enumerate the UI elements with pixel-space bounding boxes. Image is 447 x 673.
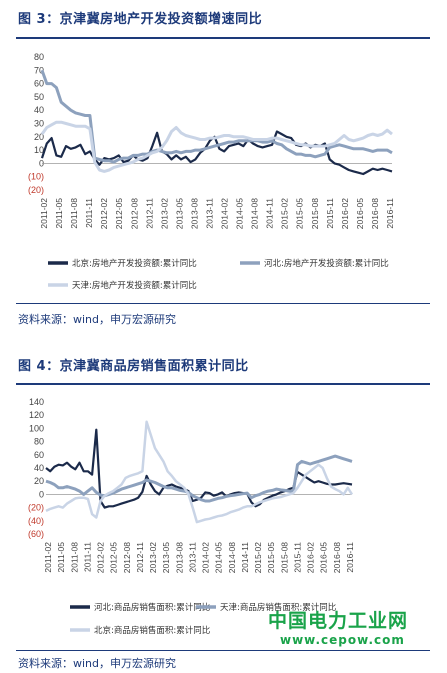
figure-3-source: 资料来源：wind，申万宏源研究 <box>18 313 177 326</box>
y-tick-label: (20) <box>28 185 44 195</box>
x-tick-label: 2013-08 <box>174 542 184 573</box>
investment-growth-chart: (20) (10) 0 10 20 30 40 50 60 70 80 2011-02 2011-05 2… <box>28 52 395 291</box>
x-tick-label: 2011-05 <box>54 198 64 229</box>
y-tick-label: 120 <box>29 410 44 420</box>
x-tick-label: 2011-11 <box>82 542 92 572</box>
y-tick-label: (10) <box>28 172 44 182</box>
series-line-1 <box>45 428 353 509</box>
x-tick-label: 2013-08 <box>189 198 199 229</box>
x-tick-label: 2016-02 <box>306 542 316 573</box>
figure-3-title: 图 3：京津冀房地产开发投资额增速同比 <box>18 12 263 27</box>
series-line-3 <box>45 420 354 524</box>
x-tick-label: 2014-02 <box>201 542 211 573</box>
x-tick-label: 2015-05 <box>295 198 305 229</box>
x-tick-label: 2015-11 <box>325 198 335 229</box>
x-tick-label: 2011-02 <box>39 198 49 229</box>
legend-label: 天津:商品房销售面积:累计同比 <box>220 602 336 613</box>
y-tick-label: (20) <box>28 503 44 513</box>
y-tick-label: 60 <box>34 79 44 89</box>
y-tick-label: 30 <box>34 119 44 129</box>
x-tick-label: 2014-11 <box>265 198 275 229</box>
y-tick-label: (60) <box>28 529 44 539</box>
figure-4-bottom-rule <box>16 650 430 651</box>
x-tick-label: 2013-11 <box>187 542 197 573</box>
x-tick-label: 2016-05 <box>355 198 365 229</box>
x-tick-label: 2011-02 <box>43 542 53 573</box>
x-tick-label: 2016-02 <box>340 198 350 229</box>
x-tick-label: 2013-02 <box>159 198 169 229</box>
legend-label: 北京:商品房销售面积:累计同比 <box>94 625 210 636</box>
figure-4-source: 资料来源：wind，申万宏源研究 <box>18 657 177 670</box>
x-tick-label: 2015-08 <box>310 198 320 229</box>
x-tick-label: 2011-08 <box>69 542 79 573</box>
x-tick-label: 2016-05 <box>319 542 329 573</box>
x-tick-label: 2016-08 <box>332 542 342 573</box>
y-tick-label: 10 <box>34 145 44 155</box>
x-tick-label: 2012-11 <box>135 542 145 573</box>
figure-4-top-rule <box>16 383 430 385</box>
y-tick-label: 140 <box>29 397 44 407</box>
watermark-site-url: www.cepow.com <box>280 633 405 647</box>
x-tick-label: 2012-05 <box>109 542 119 573</box>
x-tick-label: 2015-11 <box>293 542 303 573</box>
x-tick-label: 2013-05 <box>161 542 171 573</box>
y-tick-label: 0 <box>39 158 44 168</box>
x-tick-label: 2015-02 <box>253 542 263 573</box>
legend-label: 河北:房地产开发投资额:累计同比 <box>264 258 389 269</box>
x-tick-label: 2015-08 <box>279 542 289 573</box>
series-line-1 <box>40 130 393 176</box>
y-tick-label: 20 <box>34 132 44 142</box>
x-tick-label: 2016-11 <box>345 542 355 573</box>
x-tick-label: 2011-05 <box>56 542 66 573</box>
series-line-2 <box>40 69 393 164</box>
site-watermark: 中国电力工业网 www.cepow.com <box>268 606 408 647</box>
x-tick-label: 2012-08 <box>122 542 132 573</box>
y-tick-label: 70 <box>34 65 44 75</box>
legend-label: 河北:商品房销售面积:累计同比 <box>94 602 210 613</box>
x-tick-label: 2016-11 <box>385 198 395 229</box>
x-tick-label: 2012-02 <box>96 542 106 573</box>
y-tick-label: 80 <box>34 52 44 62</box>
x-tick-label: 2012-11 <box>144 198 154 229</box>
figure-3-bottom-rule <box>16 303 430 304</box>
x-tick-label: 2011-08 <box>69 198 79 229</box>
x-tick-label: 2015-02 <box>280 198 290 229</box>
y-tick-label: 0 <box>39 489 44 499</box>
x-tick-label: 2013-11 <box>205 198 215 229</box>
y-tick-label: 60 <box>34 450 44 460</box>
series-line-3 <box>40 120 393 173</box>
x-tick-label: 2011-11 <box>84 198 94 228</box>
legend-label: 北京:房地产开发投资额:累计同比 <box>72 258 197 269</box>
x-tick-label: 2016-08 <box>370 198 380 229</box>
y-tick-label: (40) <box>28 516 44 526</box>
series-line-2 <box>45 454 353 503</box>
x-tick-label: 2014-08 <box>227 542 237 573</box>
x-tick-label: 2014-08 <box>250 198 260 229</box>
figure-3-top-rule <box>16 37 430 39</box>
x-tick-label: 2014-02 <box>220 198 230 229</box>
x-tick-label: 2014-05 <box>214 542 224 573</box>
y-tick-label: 40 <box>34 105 44 115</box>
x-tick-label: 2012-08 <box>129 198 139 229</box>
x-tick-label: 2014-11 <box>240 542 250 573</box>
x-tick-label: 2013-05 <box>174 198 184 229</box>
x-tick-label: 2014-05 <box>235 198 245 229</box>
y-tick-label: 100 <box>29 423 44 433</box>
figure-4-title: 图 4：京津冀商品房销售面积累计同比 <box>18 359 249 374</box>
y-tick-label: 80 <box>34 437 44 447</box>
x-tick-label: 2015-05 <box>266 542 276 573</box>
x-tick-label: 2012-02 <box>99 198 109 229</box>
watermark-site-name: 中国电力工业网 <box>268 610 409 632</box>
x-tick-label: 2012-05 <box>114 198 124 229</box>
y-tick-label: 20 <box>34 476 44 486</box>
y-tick-label: 50 <box>34 92 44 102</box>
legend-label: 天津:房地产开发投资额:累计同比 <box>72 280 197 291</box>
y-tick-label: 40 <box>34 463 44 473</box>
x-tick-label: 2013-02 <box>148 542 158 573</box>
